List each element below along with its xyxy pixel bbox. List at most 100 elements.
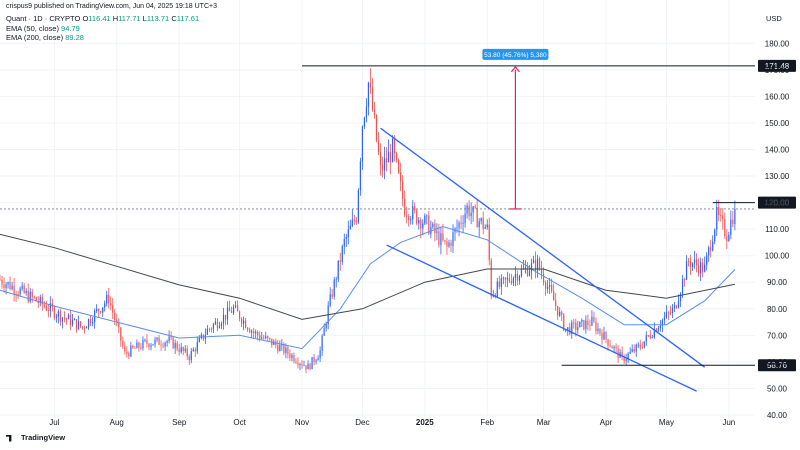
ema50-label: EMA (50, close) (6, 24, 59, 33)
candle-body (198, 337, 200, 343)
candle-body (683, 279, 686, 281)
candle-body (734, 208, 736, 225)
candle-body (27, 290, 29, 302)
candle-body (557, 305, 559, 316)
ema200-legend: EMA (200, close) 89.28 (6, 33, 84, 42)
candle-body (639, 344, 641, 348)
x-tick-label: Dec (355, 418, 369, 427)
channel-line[interactable] (380, 127, 706, 368)
tradingview-footer[interactable]: TradingView (6, 433, 65, 442)
x-tick-label: Aug (110, 418, 124, 427)
candle-body (315, 360, 317, 362)
candle-body (696, 259, 698, 266)
candle-body (508, 277, 510, 282)
candle-body (547, 286, 549, 289)
candle-body (164, 342, 166, 347)
candle-body (532, 259, 535, 263)
price-level-label: 171.48 (765, 62, 790, 71)
candle-body (607, 339, 609, 346)
y-tick-label: 180.00 (765, 39, 790, 48)
candle-body (212, 324, 215, 329)
candle-body (732, 219, 734, 225)
candle-body (563, 314, 565, 331)
candle-body (148, 343, 150, 348)
candle-body (238, 311, 241, 320)
candle-body (261, 337, 263, 339)
candle-body (726, 236, 728, 242)
candle-body (353, 219, 355, 221)
candle-body (116, 320, 118, 323)
candle-body (293, 354, 295, 362)
candle-body (520, 269, 523, 277)
candle-body (240, 319, 243, 324)
candle-body (57, 311, 59, 317)
candle-body (134, 347, 136, 349)
candle-body (98, 308, 100, 312)
candle-body (438, 231, 440, 245)
candle-body (466, 205, 468, 214)
candle-body (136, 342, 138, 349)
candle-body (295, 361, 297, 363)
candle-body (61, 317, 64, 322)
candle-body (146, 339, 148, 344)
candle-body (482, 218, 484, 229)
candle-body (13, 285, 15, 295)
x-tick-label: Jun (722, 418, 735, 427)
candle-body (285, 347, 287, 353)
candle-body (176, 343, 178, 350)
candle-body (647, 335, 649, 337)
candle-body (460, 222, 462, 224)
candle-body (635, 344, 637, 352)
candle-body (192, 349, 194, 352)
candle-body (484, 227, 486, 229)
y-tick-label: 120.00 (765, 199, 790, 208)
candle-body (603, 332, 605, 340)
candle-body (71, 320, 74, 326)
x-tick-label: Nov (295, 418, 309, 427)
candle-body (33, 296, 35, 298)
candle-body (387, 152, 390, 163)
candle-body (253, 331, 255, 334)
candle-body (585, 320, 587, 330)
candle-body (138, 342, 140, 348)
candle-body (400, 172, 402, 182)
candle-body (567, 327, 569, 330)
candle-body (196, 342, 198, 352)
candle-body (178, 349, 180, 353)
candle-body (428, 215, 430, 234)
candle-body (63, 317, 66, 319)
candle-body (653, 328, 655, 338)
candle-body (132, 345, 134, 348)
candle-body (194, 349, 196, 352)
candle-body (341, 246, 343, 262)
candle-body (579, 321, 581, 328)
candle-body (452, 232, 454, 246)
candle-body (724, 219, 726, 237)
candle-body (102, 307, 104, 313)
x-tick-label: 2025 (416, 418, 434, 427)
measure-label: 53.80 (45.76%) 5,380 (484, 52, 547, 59)
channel-line[interactable] (386, 244, 697, 392)
candle-body (118, 322, 120, 328)
candle-body (120, 327, 122, 341)
candle-body (641, 347, 643, 349)
candle-body (23, 285, 25, 293)
candle-body (559, 311, 561, 316)
candle-body (599, 328, 601, 334)
candle-body (424, 215, 426, 224)
candle-body (669, 312, 672, 314)
candle-body (96, 308, 98, 311)
candle-body (540, 268, 543, 274)
candle-body (581, 319, 583, 322)
candle-body (337, 260, 339, 280)
candle-body (222, 314, 225, 324)
candle-body (381, 164, 384, 171)
candle-body (323, 328, 325, 336)
candle-body (158, 337, 160, 345)
candle-body (100, 311, 102, 313)
candle-body (29, 291, 31, 302)
candle-body (321, 335, 323, 351)
candle-body (17, 294, 19, 295)
